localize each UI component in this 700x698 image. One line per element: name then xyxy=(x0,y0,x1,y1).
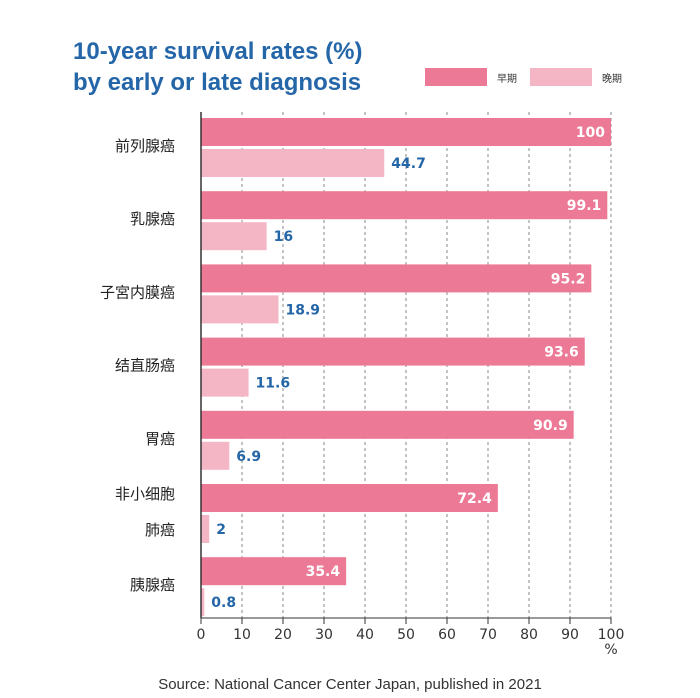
data-label-late: 18.9 xyxy=(285,302,320,318)
category-label: 胰腺癌 xyxy=(130,576,175,594)
x-tick-label: 0 xyxy=(197,627,206,643)
data-label-early: 99.1 xyxy=(567,198,602,214)
x-tick-label: 40 xyxy=(356,627,374,643)
data-label-early: 93.6 xyxy=(544,345,579,361)
category-label: 乳腺癌 xyxy=(130,210,175,228)
chart-title-line-2: by early or late diagnosis xyxy=(73,69,362,96)
bar-late xyxy=(201,295,279,324)
x-tick-label: 70 xyxy=(479,627,497,643)
bar-chart: 0 10 20 30 40 50 60 70 80 90 100%10044.7前列腺癌99.116… xyxy=(100,112,625,658)
legend-item-early: 早期 xyxy=(425,68,517,86)
data-label-late: 16 xyxy=(274,229,293,245)
x-tick-label: 10 xyxy=(233,627,251,643)
category-label: 子宮内膜癌 xyxy=(100,283,175,301)
legend-label-early: 早期 xyxy=(497,73,517,85)
data-label-early: 35.4 xyxy=(306,564,341,580)
x-tick-label: 50 xyxy=(397,627,415,643)
x-tick-label: 20 xyxy=(274,627,292,643)
bar-late xyxy=(201,515,210,543)
bar-early xyxy=(201,484,498,512)
category-label: 肺癌 xyxy=(145,521,175,539)
x-unit-label: % xyxy=(604,642,617,658)
data-label-early: 90.9 xyxy=(533,418,568,434)
bar-late xyxy=(201,149,385,177)
x-tick-label: 100 xyxy=(598,627,625,643)
x-tick-label: 30 xyxy=(315,627,333,643)
bar-late xyxy=(201,441,230,470)
x-tick-label: 90 xyxy=(561,627,579,643)
bar-late xyxy=(201,588,205,617)
legend-swatch-early xyxy=(425,68,487,86)
x-tick-label: 60 xyxy=(438,627,456,643)
category-label: 胃癌 xyxy=(145,430,175,448)
bar-early xyxy=(201,264,592,293)
data-label-late: 44.7 xyxy=(391,156,426,172)
bar-early xyxy=(201,410,574,439)
legend-label-late: 晚期 xyxy=(602,73,622,85)
data-label-late: 0.8 xyxy=(211,595,236,611)
category-label: 前列腺癌 xyxy=(115,137,175,155)
bar-late xyxy=(201,222,267,251)
x-tick-label: 80 xyxy=(520,627,538,643)
bar-early xyxy=(201,118,611,146)
data-label-early: 95.2 xyxy=(551,271,586,287)
data-label-early: 100 xyxy=(576,125,605,141)
bar-early xyxy=(201,557,347,586)
legend-item-late: 晚期 xyxy=(530,68,622,86)
data-label-late: 6.9 xyxy=(236,449,261,465)
bar-late xyxy=(201,368,249,397)
data-label-late: 11.6 xyxy=(256,376,291,392)
source-note: Source: National Cancer Center Japan, pu… xyxy=(158,676,542,693)
data-label-late: 2 xyxy=(216,522,226,538)
legend-swatch-late xyxy=(530,68,592,86)
category-label: 结直肠癌 xyxy=(115,357,175,375)
data-label-early: 72.4 xyxy=(457,491,492,507)
bar-early xyxy=(201,191,608,220)
chart-title: 10-year survival rates (%) by early or l… xyxy=(73,36,363,98)
category-label: 非小细胞 xyxy=(115,485,175,503)
bar-early xyxy=(201,337,585,366)
chart-title-line-1: 10-year survival rates (%) xyxy=(73,38,363,65)
